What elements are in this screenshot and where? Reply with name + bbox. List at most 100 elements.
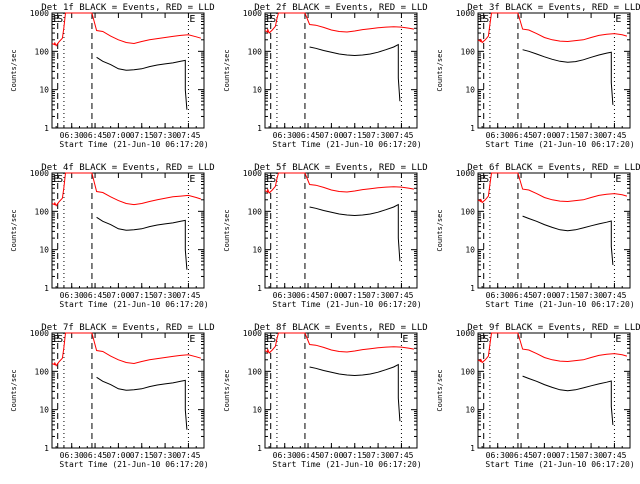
x-tick-label: 07:00: [319, 451, 343, 460]
y-tick-label: 100: [461, 367, 476, 376]
y-tick-label: 100: [248, 47, 263, 56]
y-tick-label: 1: [257, 124, 262, 133]
events-series-line: [309, 363, 401, 422]
x-tick-label: 07:15: [343, 451, 367, 460]
panel-title: Det 7f BLACK = Events, RED = LLD: [41, 323, 214, 333]
events-series-line: [96, 216, 188, 270]
x-tick-label: 07:30: [153, 291, 177, 300]
plot-frame: [51, 332, 205, 449]
y-axis-label: Counts/sec: [10, 209, 18, 251]
lld-series-line: [264, 332, 414, 354]
y-tick-label: 1: [470, 284, 475, 293]
annotation-letter: E: [189, 14, 195, 25]
y-tick-label: 1: [470, 124, 475, 133]
x-tick-label: 07:00: [106, 291, 130, 300]
x-tick-label: 07:30: [366, 451, 390, 460]
x-axis-label: Start Time (21-Jun-10 06:17:20): [59, 460, 208, 469]
x-tick-label: 06:45: [296, 291, 320, 300]
plot-frame: [51, 12, 205, 129]
x-tick-label: 07:30: [366, 131, 390, 140]
y-axis-label: Counts/sec: [223, 209, 231, 251]
y-tick-label: 100: [461, 207, 476, 216]
x-tick-label: 06:30: [273, 291, 297, 300]
x-tick-label: 07:45: [176, 291, 200, 300]
annotation-letter: E: [479, 334, 485, 345]
y-axis-label: Counts/sec: [436, 209, 444, 251]
x-tick-label: 07:15: [556, 291, 580, 300]
x-axis-label: Start Time (21-Jun-10 06:17:20): [485, 300, 634, 309]
annotation-letter: E: [53, 334, 59, 345]
y-axis-label: Counts/sec: [223, 369, 231, 411]
events-series-line: [309, 43, 401, 102]
plot-frame: [264, 172, 418, 289]
x-tick-label: 07:45: [389, 451, 413, 460]
plot-frame: [264, 12, 418, 129]
panel-title: Det 8f BLACK = Events, RED = LLD: [254, 323, 427, 333]
panel-title: Det 2f BLACK = Events, RED = LLD: [254, 3, 427, 13]
x-tick-label: 07:45: [176, 131, 200, 140]
y-tick-label: 1: [470, 444, 475, 453]
x-tick-label: 06:30: [60, 451, 84, 460]
x-tick-label: 07:00: [532, 291, 556, 300]
annotation-letter: E: [479, 174, 485, 185]
x-tick-label: 07:30: [579, 291, 603, 300]
x-axis-label: Start Time (21-Jun-10 06:17:20): [272, 140, 421, 149]
x-tick-label: 06:45: [509, 131, 533, 140]
x-tick-label: 06:45: [83, 451, 107, 460]
y-tick-label: 10: [252, 246, 262, 255]
x-axis-label: Start Time (21-Jun-10 06:17:20): [485, 140, 634, 149]
annotation-letter: E: [53, 14, 59, 25]
x-tick-label: 07:30: [153, 131, 177, 140]
x-tick-label: 07:15: [556, 451, 580, 460]
lld-series-line: [477, 172, 628, 204]
y-tick-label: 1000: [243, 329, 262, 338]
x-tick-label: 07:00: [106, 451, 130, 460]
panel-title: Det 5f BLACK = Events, RED = LLD: [254, 163, 427, 173]
x-tick-label: 07:00: [532, 451, 556, 460]
lld-series-line: [51, 172, 202, 207]
annotation-letter: S: [483, 174, 489, 185]
lld-series-line: [51, 12, 202, 47]
y-tick-label: 100: [461, 47, 476, 56]
panel-title: Det 4f BLACK = Events, RED = LLD: [41, 163, 214, 173]
x-tick-label: 06:45: [83, 131, 107, 140]
events-series-line: [96, 56, 188, 110]
annotation-letter: E: [479, 14, 485, 25]
x-tick-label: 06:30: [486, 291, 510, 300]
annotation-letter: E: [189, 174, 195, 185]
annotation-letter: S: [483, 334, 489, 345]
x-tick-label: 07:45: [602, 131, 626, 140]
x-tick-label: 07:45: [389, 291, 413, 300]
lld-series-line: [264, 172, 414, 194]
y-tick-label: 1000: [30, 169, 49, 178]
y-axis-label: Counts/sec: [223, 49, 231, 91]
annotation-letter: E: [53, 174, 59, 185]
events-series-line: [522, 215, 614, 265]
y-tick-label: 10: [39, 406, 49, 415]
x-tick-label: 07:45: [602, 291, 626, 300]
x-tick-label: 07:45: [602, 451, 626, 460]
panel-title: Det 3f BLACK = Events, RED = LLD: [467, 3, 640, 13]
x-tick-label: 06:45: [296, 131, 320, 140]
y-tick-label: 1: [44, 284, 49, 293]
annotation-letter: E: [266, 14, 272, 25]
events-series-line: [309, 203, 401, 262]
events-series-line: [522, 375, 614, 425]
panel-title: Det 6f BLACK = Events, RED = LLD: [467, 163, 640, 173]
y-tick-label: 1: [257, 284, 262, 293]
x-tick-label: 06:45: [509, 291, 533, 300]
panel-9: Det 9f BLACK = Events, RED = LLD Counts/s…: [436, 323, 640, 469]
x-tick-label: 06:30: [60, 131, 84, 140]
x-tick-label: 06:30: [273, 451, 297, 460]
y-tick-label: 1000: [456, 169, 475, 178]
y-tick-label: 1000: [243, 169, 262, 178]
annotation-letter: S: [270, 14, 276, 25]
x-tick-label: 07:15: [556, 131, 580, 140]
y-tick-label: 100: [35, 207, 50, 216]
annotation-letter: S: [270, 174, 276, 185]
annotation-letter: E: [615, 174, 621, 185]
annotation-letter: E: [615, 334, 621, 345]
panel-8: Det 8f BLACK = Events, RED = LLD Counts/s…: [223, 323, 428, 469]
x-tick-label: 06:30: [486, 451, 510, 460]
